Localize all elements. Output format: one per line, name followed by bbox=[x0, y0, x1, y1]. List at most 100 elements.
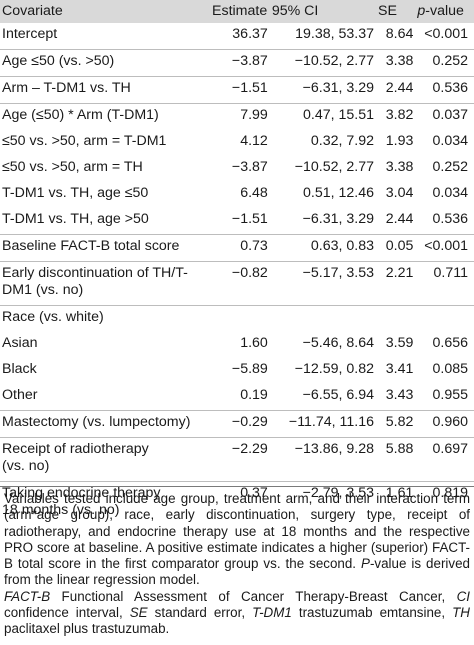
footnote-text: Variables tested include age group, trea… bbox=[4, 491, 470, 572]
abbr-definition: standard error, bbox=[147, 605, 253, 621]
table-row: Receipt of radiotherapy (vs. no) −2.29 −1… bbox=[0, 437, 474, 482]
table-header: Covariate Estimate 95% CI SE p-value bbox=[0, 0, 474, 23]
covariate-cell: Age (≤50) * Arm (T-DM1) bbox=[0, 103, 211, 130]
ci-cell: −12.59, 0.82 bbox=[294, 361, 374, 377]
se-cell: 2.44 bbox=[376, 76, 416, 104]
p-value-cell: 0.085 bbox=[432, 361, 468, 377]
table-row: Early discontinuation of TH/T- DM1 (vs. n… bbox=[0, 261, 474, 306]
header-ci: 95% CI bbox=[271, 3, 319, 19]
header-estimate: Estimate bbox=[212, 3, 268, 19]
se-cell: 3.41 bbox=[385, 361, 414, 377]
se-cell: 5.82 bbox=[376, 410, 416, 438]
covariate-cell: Arm – T-DM1 vs. TH bbox=[0, 76, 211, 104]
footnote-p-italic: P bbox=[361, 556, 370, 572]
abbr-term: FACT-B bbox=[4, 588, 51, 604]
se-cell: 3.04 bbox=[385, 185, 414, 201]
abbr-definition: trastuzumab emtansine, bbox=[291, 605, 453, 621]
ci-cell: −11.74, 11.16 bbox=[269, 410, 376, 438]
p-value-cell: 0.711 bbox=[415, 261, 474, 306]
estimate-cell: 36.37 bbox=[232, 26, 268, 42]
p-value-cell: 0.656 bbox=[432, 335, 468, 351]
ci-cell: −5.46, 8.64 bbox=[302, 335, 374, 351]
se-cell: 5.88 bbox=[376, 437, 416, 482]
p-value-cell: 0.034 bbox=[432, 133, 468, 149]
abbr-definition: confidence interval, bbox=[4, 605, 130, 621]
ci-cell: −10.52, 2.77 bbox=[269, 49, 376, 77]
footnote-abbreviations: FACT-B Functional Assessment of Cancer T… bbox=[4, 589, 470, 638]
covariate-cell: Mastectomy (vs. lumpectomy) bbox=[0, 410, 211, 438]
covariate-cell: Receipt of radiotherapy (vs. no) bbox=[0, 437, 211, 482]
se-cell: 3.59 bbox=[385, 335, 414, 351]
covariate-cell: Black bbox=[2, 361, 37, 377]
covariate-line: Early discontinuation of TH/T- bbox=[2, 265, 188, 281]
p-value-cell: 0.955 bbox=[432, 387, 468, 403]
header-se: SE bbox=[378, 3, 397, 19]
abbr-term: TH bbox=[452, 605, 470, 621]
abbr-term: T-DM1 bbox=[252, 605, 292, 621]
estimate-cell: 0.19 bbox=[240, 387, 268, 403]
header-p-value: p-value bbox=[415, 0, 474, 23]
estimate-cell: −3.87 bbox=[231, 159, 268, 175]
p-value-cell: 0.960 bbox=[415, 410, 474, 438]
se-cell: 1.61 bbox=[376, 481, 416, 525]
table-row: Asian 1.60 −5.46, 8.64 3.59 0.656 bbox=[0, 332, 474, 358]
covariate-cell: Taking endocrine therapy 18 months (vs. n… bbox=[0, 481, 211, 525]
estimate-cell: −2.29 bbox=[210, 437, 270, 482]
table-row: Age (≤50) * Arm (T-DM1) 7.99 0.47, 15.51… bbox=[0, 103, 474, 130]
covariate-line: (vs. no) bbox=[2, 458, 50, 474]
header-row: Covariate Estimate 95% CI SE p-value bbox=[0, 0, 474, 23]
table-row: ≤50 vs. >50, arm = TH −3.87 −10.52, 2.77… bbox=[0, 156, 474, 182]
estimate-cell: −5.89 bbox=[231, 361, 268, 377]
ci-cell: −6.31, 3.29 bbox=[302, 211, 374, 227]
ci-cell: 0.32, 7.92 bbox=[310, 133, 374, 149]
ci-cell: −10.52, 2.77 bbox=[294, 159, 374, 175]
table-row: Baseline FACT-B total score 0.73 0.63, 0… bbox=[0, 234, 474, 262]
covariate-cell: ≤50 vs. >50, arm = T-DM1 bbox=[2, 133, 167, 149]
ci-cell: 0.47, 15.51 bbox=[269, 103, 376, 130]
regression-table: Covariate Estimate 95% CI SE p-value Int… bbox=[0, 0, 474, 525]
table-row: Other 0.19 −6.55, 6.94 3.43 0.955 bbox=[0, 384, 474, 411]
abbr-term: SE bbox=[129, 605, 148, 621]
table-row: Arm – T-DM1 vs. TH −1.51 −6.31, 3.29 2.4… bbox=[0, 76, 474, 104]
covariate-cell: Age ≤50 (vs. >50) bbox=[0, 49, 211, 77]
ci-cell: 0.51, 12.46 bbox=[303, 185, 374, 201]
table-row: Intercept 36.37 19.38, 53.37 8.64 <0.001 bbox=[0, 23, 474, 50]
estimate-cell: 4.12 bbox=[240, 133, 268, 149]
ci-cell: −5.17, 3.53 bbox=[269, 261, 376, 306]
covariate-line: Receipt of radiotherapy bbox=[2, 441, 149, 457]
estimate-cell: −0.82 bbox=[210, 261, 270, 306]
se-cell: 1.93 bbox=[385, 133, 414, 149]
p-value-cell: 0.536 bbox=[432, 211, 468, 227]
abbr-term: CI bbox=[456, 588, 470, 604]
table-row: Taking endocrine therapy 18 months (vs. n… bbox=[0, 481, 474, 525]
covariate-cell: Early discontinuation of TH/T- DM1 (vs. n… bbox=[0, 261, 211, 306]
covariate-cell: T-DM1 vs. TH, age >50 bbox=[2, 211, 149, 227]
se-cell: 8.64 bbox=[385, 26, 414, 42]
estimate-cell bbox=[210, 305, 270, 332]
table-row: T-DM1 vs. TH, age >50 −1.51 −6.31, 3.29 … bbox=[0, 208, 474, 235]
se-cell: 3.38 bbox=[385, 159, 414, 175]
estimate-cell: 6.48 bbox=[240, 185, 268, 201]
p-value-cell bbox=[415, 305, 474, 332]
se-cell: 0.05 bbox=[376, 234, 416, 262]
covariate-line: 18 months (vs. no) bbox=[2, 502, 120, 518]
table-row: Black −5.89 −12.59, 0.82 3.41 0.085 bbox=[0, 358, 474, 384]
p-value-cell: 0.536 bbox=[415, 76, 474, 104]
covariate-cell: Race (vs. white) bbox=[0, 305, 211, 332]
p-value-cell: 0.252 bbox=[432, 159, 468, 175]
estimate-cell: −1.51 bbox=[231, 211, 268, 227]
p-value-cell: <0.001 bbox=[424, 26, 468, 42]
se-cell: 3.82 bbox=[376, 103, 416, 130]
estimate-cell: 1.60 bbox=[240, 335, 268, 351]
footnote-text: -value is derived from the linear regres… bbox=[4, 556, 470, 588]
covariate-cell: T-DM1 vs. TH, age ≤50 bbox=[2, 185, 149, 201]
ci-cell: −13.86, 9.28 bbox=[269, 437, 376, 482]
p-value-cell: 0.819 bbox=[415, 481, 474, 525]
se-cell: 3.38 bbox=[376, 49, 416, 77]
se-cell: 2.44 bbox=[385, 211, 414, 227]
estimate-cell: 0.73 bbox=[210, 234, 270, 262]
ci-cell bbox=[269, 305, 376, 332]
header-p-italic: p bbox=[417, 3, 426, 19]
covariate-cell: Baseline FACT-B total score bbox=[0, 234, 211, 262]
table-row: T-DM1 vs. TH, age ≤50 6.48 0.51, 12.46 3… bbox=[0, 182, 474, 208]
